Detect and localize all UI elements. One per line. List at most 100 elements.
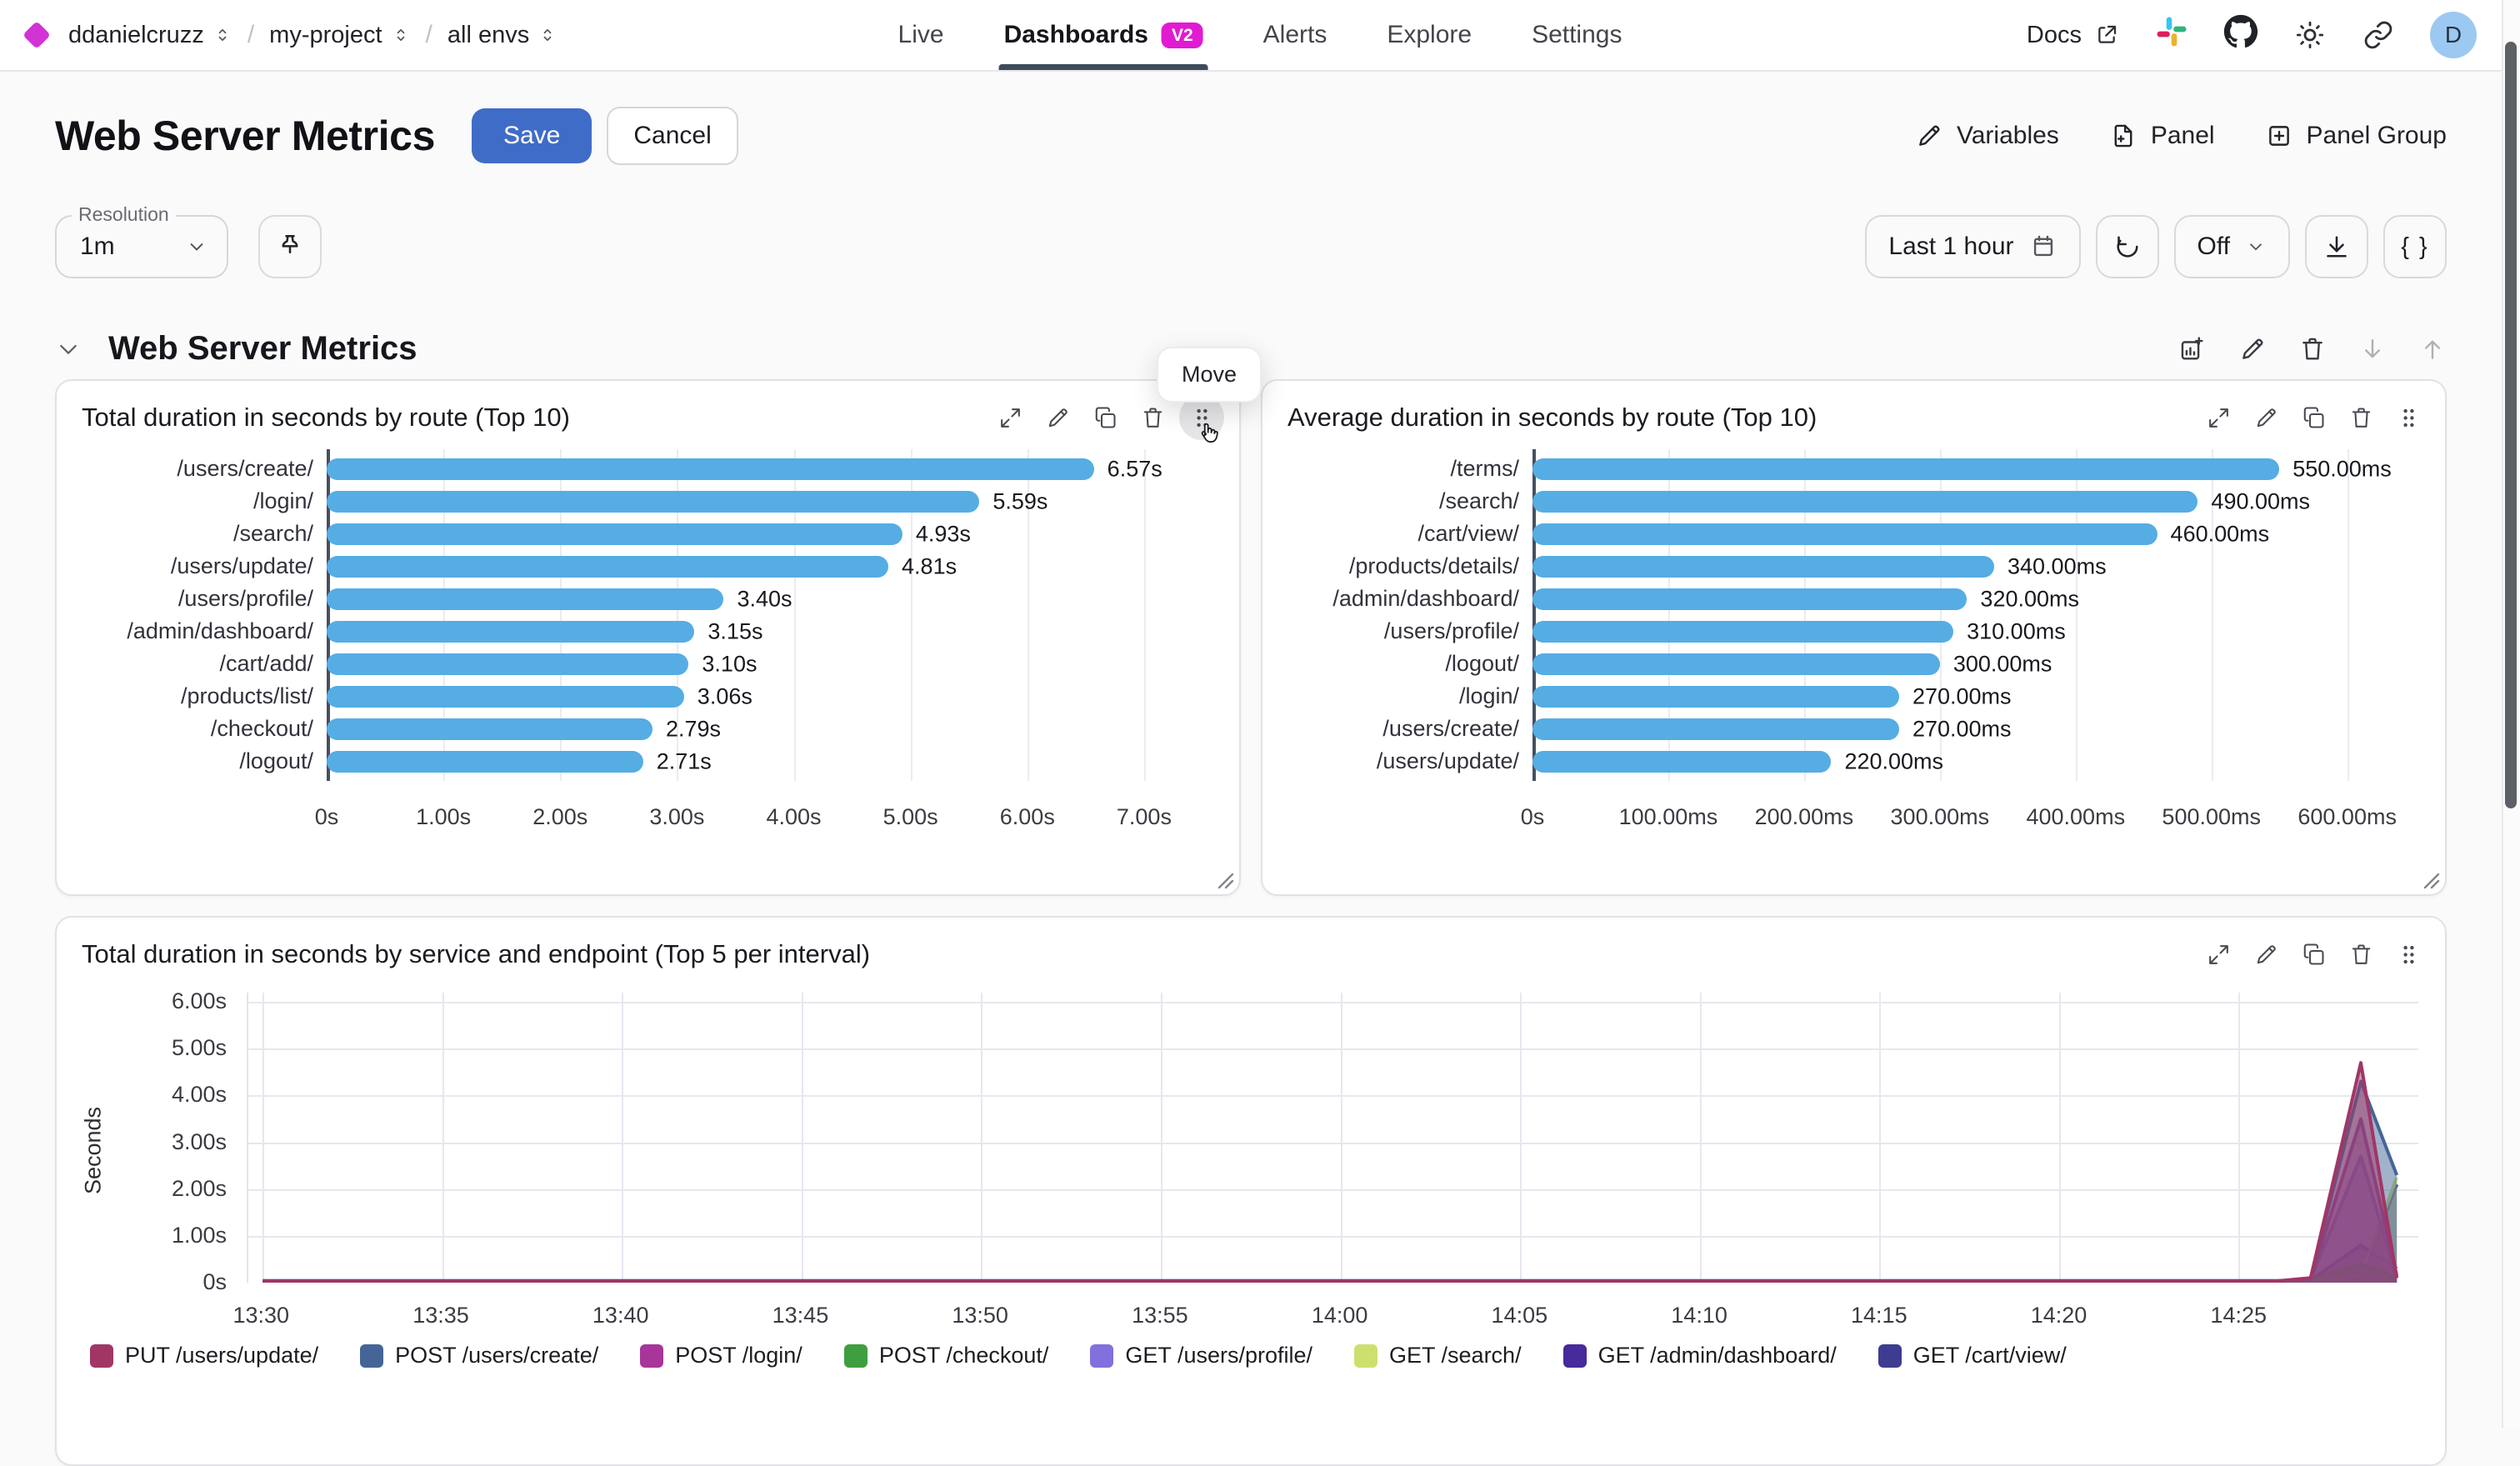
slack-button[interactable] <box>2155 15 2188 55</box>
bar[interactable] <box>327 653 689 675</box>
legend-item[interactable]: POST /checkout/ <box>843 1343 1048 1368</box>
tab-dashboards[interactable]: Dashboards V2 <box>998 0 1208 70</box>
page-scrollbar[interactable] <box>2502 0 2520 1428</box>
bar[interactable] <box>327 588 724 610</box>
breadcrumb-org[interactable]: ddanielcruzz <box>68 22 232 49</box>
panel-duplicate-button[interactable] <box>2301 405 2327 431</box>
cancel-button[interactable]: Cancel <box>607 107 738 165</box>
gridline <box>622 993 624 1283</box>
legend-item[interactable]: PUT /users/update/ <box>90 1343 318 1368</box>
bar[interactable] <box>1532 588 1968 610</box>
pencil-icon <box>2257 408 2276 427</box>
panel-expand-button[interactable] <box>2206 405 2232 431</box>
breadcrumb-envs[interactable]: all envs <box>448 22 558 49</box>
bar[interactable] <box>327 620 695 643</box>
legend-item[interactable]: GET /admin/dashboard/ <box>1562 1343 1837 1368</box>
legend-item[interactable]: GET /cart/view/ <box>1878 1343 2067 1368</box>
user-avatar[interactable]: D <box>2430 12 2477 58</box>
variables-button[interactable]: Variables <box>1915 122 2059 150</box>
brand-diamond-icon[interactable] <box>22 21 51 49</box>
github-button[interactable] <box>2223 14 2258 56</box>
breadcrumb: ddanielcruzz / my-project / all envs <box>22 21 558 49</box>
bar[interactable] <box>327 718 652 740</box>
time-range-button[interactable]: Last 1 hour <box>1865 215 2081 278</box>
gridline <box>2211 449 2213 781</box>
bar[interactable] <box>1532 458 2280 480</box>
series-line[interactable] <box>262 1184 2397 1282</box>
series-line[interactable] <box>262 1156 2397 1281</box>
panel-duplicate-button[interactable] <box>1092 405 1118 431</box>
group-add-panel-button[interactable] <box>2178 335 2207 363</box>
bar[interactable] <box>1532 750 1832 773</box>
bar[interactable] <box>327 458 1094 480</box>
resize-handle-icon[interactable] <box>2423 873 2440 889</box>
panel-delete-button[interactable] <box>2348 405 2374 431</box>
bar[interactable] <box>327 523 902 545</box>
bar[interactable] <box>327 490 980 513</box>
bar[interactable] <box>1532 653 1940 675</box>
series-line[interactable] <box>262 1063 2397 1281</box>
bar[interactable] <box>1532 490 2198 513</box>
panel-drag-handle[interactable] <box>1179 395 1224 443</box>
series-line[interactable] <box>262 1245 2397 1281</box>
tab-live[interactable]: Live <box>898 0 944 70</box>
panel-delete-button[interactable] <box>2348 942 2374 968</box>
legend-item[interactable]: POST /login/ <box>640 1343 802 1368</box>
panel-expand-button[interactable] <box>2206 942 2232 968</box>
bar[interactable] <box>1532 523 2158 545</box>
group-move-down-button[interactable] <box>2358 335 2387 363</box>
add-panel-button[interactable]: Panel <box>2109 122 2215 150</box>
panel-edit-button[interactable] <box>1045 405 1071 431</box>
panel-drag-handle[interactable] <box>2396 942 2422 968</box>
value-label: 310.00ms <box>1967 618 2066 643</box>
category-label: /users/create/ <box>177 456 313 481</box>
theme-toggle-button[interactable] <box>2293 18 2327 52</box>
group-edit-button[interactable] <box>2238 335 2267 363</box>
pencil-icon <box>1919 125 1940 146</box>
group-move-up-button[interactable] <box>2418 335 2447 363</box>
panel-edit-button[interactable] <box>2253 405 2279 431</box>
panel-expand-button[interactable] <box>998 405 1023 431</box>
docs-link[interactable]: Docs <box>2027 22 2120 49</box>
series-line[interactable] <box>262 1264 2397 1282</box>
save-button[interactable]: Save <box>471 108 592 163</box>
tab-settings[interactable]: Settings <box>1532 0 1622 70</box>
add-panel-group-button[interactable]: Panel Group <box>2265 122 2447 150</box>
legend-item[interactable]: POST /users/create/ <box>360 1343 598 1368</box>
bar[interactable] <box>1532 718 1899 740</box>
resolution-select[interactable]: Resolution 1m <box>55 203 228 278</box>
share-link-button[interactable] <box>2362 18 2395 52</box>
download-button[interactable] <box>2305 215 2368 278</box>
bar[interactable] <box>327 555 889 578</box>
bar[interactable] <box>327 750 643 773</box>
panel-edit-button[interactable] <box>2253 942 2279 968</box>
legend-item[interactable]: GET /users/profile/ <box>1090 1343 1312 1368</box>
breadcrumb-project[interactable]: my-project <box>269 22 410 49</box>
resize-handle-icon[interactable] <box>1218 873 1234 889</box>
bar[interactable] <box>1532 555 1994 578</box>
x-tick-label: 300.00ms <box>1890 804 1990 829</box>
panel-drag-handle[interactable] <box>2396 405 2422 431</box>
panel-duplicate-button[interactable] <box>2301 942 2327 968</box>
query-json-button[interactable]: { } <box>2383 215 2447 278</box>
gridline <box>262 993 265 1283</box>
group-delete-button[interactable] <box>2298 335 2327 363</box>
series-line[interactable] <box>262 1082 2397 1282</box>
collapse-group-button[interactable] <box>55 336 82 363</box>
header-actions: Variables Panel Panel Group <box>1915 122 2447 150</box>
bar[interactable] <box>1532 685 1899 708</box>
series-line[interactable] <box>262 1178 2397 1282</box>
bar[interactable] <box>1532 620 1954 643</box>
tab-alerts[interactable]: Alerts <box>1263 0 1328 70</box>
refresh-button[interactable] <box>2095 215 2159 278</box>
value-label: 270.00ms <box>1912 683 2012 708</box>
bar[interactable] <box>327 685 684 708</box>
tab-explore[interactable]: Explore <box>1387 0 1472 70</box>
legend-item[interactable]: GET /search/ <box>1354 1343 1522 1368</box>
scrollbar-thumb[interactable] <box>2505 42 2517 808</box>
series-line[interactable] <box>262 1119 2397 1282</box>
panel-delete-button[interactable] <box>1140 405 1166 431</box>
pin-button[interactable] <box>258 215 322 278</box>
series-area <box>262 1118 2398 1283</box>
auto-refresh-select[interactable]: Off <box>2173 215 2290 278</box>
